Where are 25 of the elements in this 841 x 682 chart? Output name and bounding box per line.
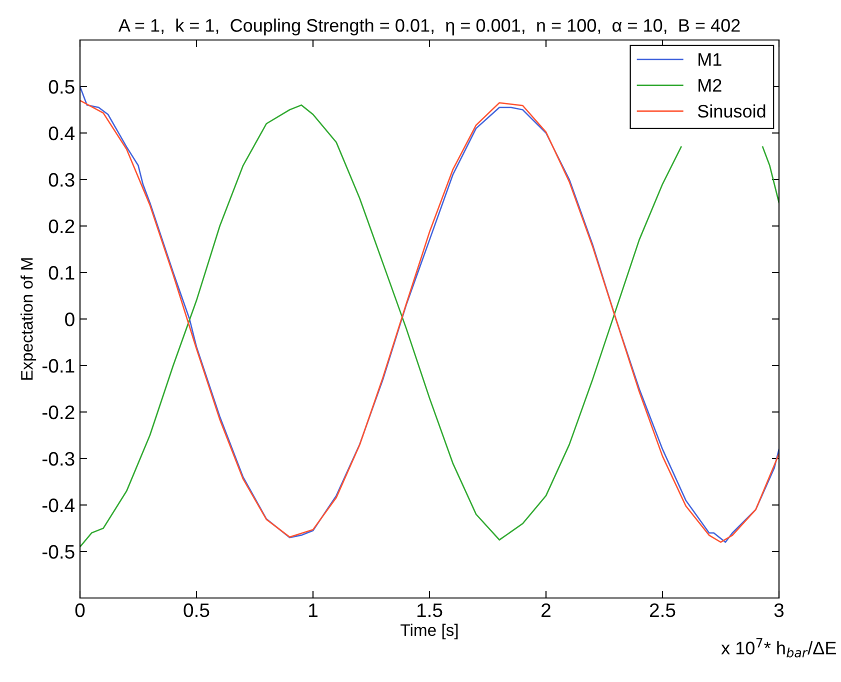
y-tick-label: 0 xyxy=(65,312,74,326)
x-tick-label: 2.5 xyxy=(650,603,676,618)
chart-title: A = 1, k = 1, Coupling Strength = 0.01, η = 0.001, n = 100, α = 10, B = 402 xyxy=(118,18,740,36)
x-tick-label: 0 xyxy=(75,603,85,618)
x-tick-label: 1.5 xyxy=(417,604,442,618)
x-tick-label: 1 xyxy=(309,604,318,617)
y-tick-label: 0.5 xyxy=(48,80,74,94)
y-tick-label: 0.3 xyxy=(48,172,74,187)
y-tick-label: -0.2 xyxy=(42,405,74,420)
legend-label: M1 xyxy=(698,53,722,66)
x-tick-label: 2 xyxy=(542,603,550,617)
y-tick-label: -0.1 xyxy=(42,358,74,373)
y-tick-label: -0.4 xyxy=(42,498,75,512)
y-axis-title: Expectation of M xyxy=(20,258,36,380)
legend-label: M2 xyxy=(698,78,722,92)
legend-label: Sinusoid xyxy=(698,104,766,118)
y-tick-label: 0.1 xyxy=(48,266,74,280)
y-tick-label: 0.2 xyxy=(48,219,74,234)
x-tick-label: 3 xyxy=(774,603,784,618)
x-axis-title: Time [s] xyxy=(400,624,458,640)
y-tick-label: -0.3 xyxy=(42,452,74,466)
x-tick-label: 0.5 xyxy=(184,603,210,618)
y-tick-label: -0.5 xyxy=(42,544,74,559)
text: x 10$^{7}$* h$_{bar}$/ΔE xyxy=(721,638,836,658)
y-tick-label: 0.4 xyxy=(48,126,75,140)
